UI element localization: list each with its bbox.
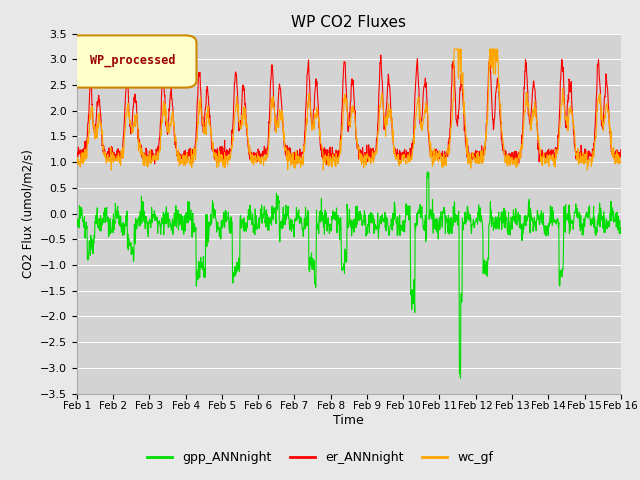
Legend: gpp_ANNnight, er_ANNnight, wc_gf: gpp_ANNnight, er_ANNnight, wc_gf xyxy=(142,446,498,469)
X-axis label: Time: Time xyxy=(333,414,364,427)
FancyBboxPatch shape xyxy=(68,36,196,87)
Y-axis label: CO2 Flux (umol/m2/s): CO2 Flux (umol/m2/s) xyxy=(21,149,35,278)
Title: WP CO2 Fluxes: WP CO2 Fluxes xyxy=(291,15,406,30)
Text: WP_processed: WP_processed xyxy=(90,54,175,67)
